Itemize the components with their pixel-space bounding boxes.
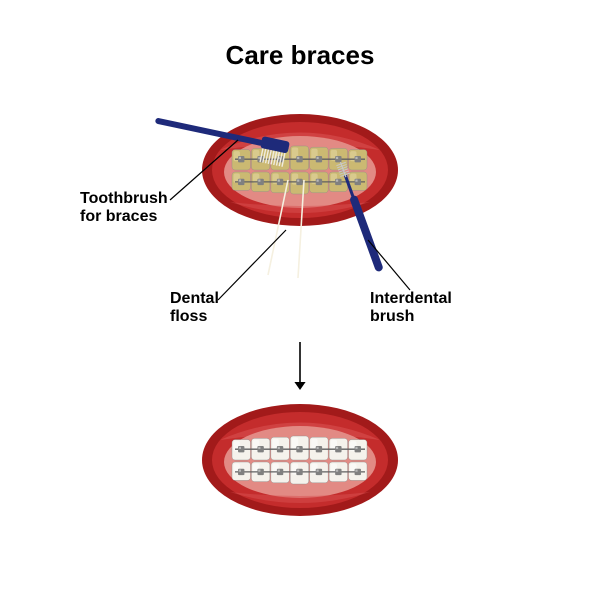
- mouth-after: [200, 400, 400, 520]
- label-interdental: Interdental brush: [370, 290, 452, 326]
- arrow-down-icon: [290, 340, 310, 390]
- label-toothbrush: Toothbrush for braces: [80, 190, 168, 226]
- label-floss: Dental floss: [170, 290, 219, 326]
